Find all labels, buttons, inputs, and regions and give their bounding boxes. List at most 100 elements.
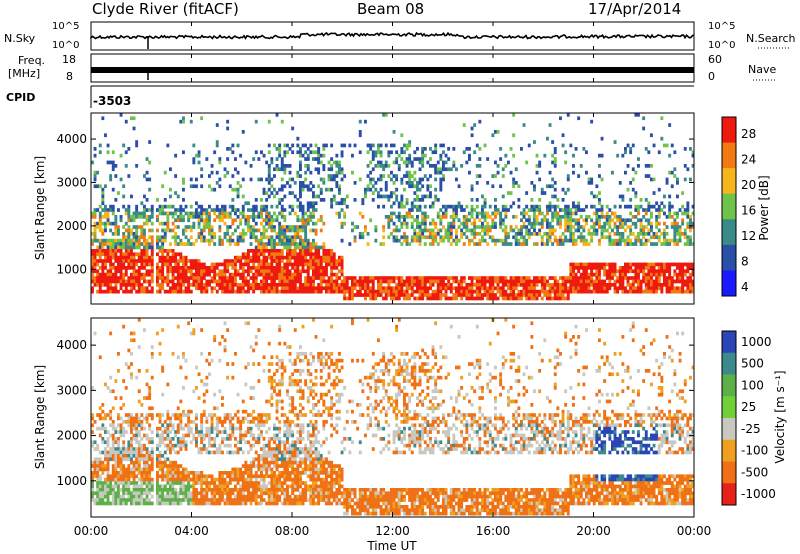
- heatmap-cell: [642, 235, 646, 240]
- heatmap-cell: [260, 272, 263, 277]
- heatmap-cell: [200, 283, 204, 287]
- heatmap-cell: [104, 382, 107, 387]
- heatmap-cell: [135, 164, 139, 168]
- heatmap-cell: [150, 494, 154, 499]
- heatmap-cell: [595, 279, 599, 284]
- heatmap-cell: [195, 262, 198, 267]
- heatmap-cell: [137, 464, 141, 468]
- heatmap-cell: [218, 235, 222, 240]
- heatmap-cell: [509, 228, 513, 233]
- heatmap-cell: [431, 289, 435, 294]
- heatmap-cell: [330, 283, 334, 287]
- heatmap-cell: [366, 286, 370, 291]
- heatmap-cell: [111, 164, 115, 168]
- heatmap-cell: [117, 484, 120, 489]
- heatmap-cell: [166, 269, 170, 274]
- heatmap-cell: [270, 184, 274, 189]
- heatmap-cell: [169, 488, 172, 492]
- heatmap-cell: [96, 289, 100, 294]
- heatmap-cell: [483, 218, 487, 223]
- heatmap-cell: [161, 269, 165, 274]
- heatmap-cell: [278, 283, 282, 287]
- heatmap-cell: [239, 184, 243, 189]
- heatmap-cell: [418, 228, 422, 233]
- heatmap-cell: [143, 457, 146, 462]
- heatmap-cell: [218, 211, 222, 216]
- heatmap-cell: [577, 208, 581, 212]
- heatmap-cell: [140, 201, 144, 206]
- heatmap-cell: [195, 208, 198, 212]
- heatmap-cell: [192, 279, 196, 284]
- heatmap-cell: [189, 266, 193, 270]
- heatmap-cell: [676, 242, 679, 246]
- heatmap-cell: [197, 272, 201, 277]
- heatmap-cell: [642, 269, 646, 274]
- heatmap-cell: [605, 228, 609, 233]
- heatmap-cell: [512, 184, 516, 189]
- heatmap-cell: [267, 174, 271, 178]
- heatmap-cell: [634, 238, 638, 243]
- heatmap-cell: [244, 283, 248, 287]
- heatmap-cell: [403, 218, 406, 223]
- heatmap-cell: [408, 170, 412, 175]
- heatmap-cell: [228, 276, 232, 280]
- heatmap-cell: [145, 262, 149, 267]
- heatmap-cell: [140, 501, 144, 506]
- heatmap-cell: [299, 272, 302, 277]
- heatmap-cell: [114, 221, 118, 226]
- heatmap-cell: [273, 269, 276, 274]
- heatmap-cell: [340, 272, 344, 277]
- heatmap-cell: [96, 413, 100, 417]
- heatmap-cell: [179, 269, 183, 274]
- heatmap-cell: [382, 164, 386, 168]
- heatmap-cell: [265, 198, 269, 202]
- heatmap-cell: [166, 494, 170, 499]
- heatmap-cell: [124, 249, 128, 253]
- heatmap-cell: [158, 259, 162, 263]
- heatmap-cell: [317, 157, 321, 161]
- heatmap-cell: [338, 269, 341, 274]
- heatmap-cell: [410, 279, 414, 284]
- heatmap-cell: [559, 235, 562, 240]
- heatmap-cell: [663, 272, 666, 277]
- heatmap-cell: [611, 266, 614, 270]
- heatmap-cell: [657, 215, 661, 219]
- heatmap-cell: [387, 198, 391, 202]
- heatmap-cell: [330, 289, 334, 294]
- heatmap-cell: [418, 238, 422, 243]
- heatmap-cell: [265, 177, 269, 182]
- heatmap-cell: [127, 484, 131, 489]
- heatmap-cell: [509, 289, 513, 294]
- heatmap-cell: [613, 232, 617, 236]
- heatmap-cell: [262, 276, 266, 280]
- heatmap-cell: [465, 218, 469, 223]
- heatmap-cell: [400, 194, 404, 199]
- heatmap-cell: [384, 164, 388, 168]
- heatmap-cell: [124, 272, 128, 277]
- heatmap-cell: [150, 406, 154, 411]
- heatmap-cell: [137, 252, 141, 257]
- heatmap-cell: [317, 170, 321, 175]
- heatmap-cell: [231, 187, 235, 192]
- heatmap-cell: [392, 160, 396, 165]
- heatmap-cell: [379, 150, 383, 155]
- heatmap-cell: [317, 249, 321, 253]
- heatmap-cell: [130, 498, 133, 502]
- heatmap-cell: [148, 392, 152, 397]
- heatmap-cell: [140, 272, 144, 277]
- heatmap-cell: [140, 249, 144, 253]
- heatmap-cell: [546, 296, 549, 301]
- heatmap-cell: [330, 177, 334, 182]
- heatmap-cell: [104, 413, 107, 417]
- heatmap-cell: [119, 423, 123, 428]
- heatmap-cell: [397, 296, 401, 301]
- heatmap-cell: [559, 218, 562, 223]
- heatmap-cell: [605, 235, 609, 240]
- heatmap-cell: [169, 443, 172, 448]
- heatmap-cell: [166, 498, 170, 502]
- heatmap-cell: [234, 266, 237, 270]
- heatmap-cell: [278, 232, 282, 236]
- heatmap-cell: [127, 440, 131, 445]
- heatmap-cell: [156, 498, 159, 502]
- heatmap-cell: [569, 232, 573, 236]
